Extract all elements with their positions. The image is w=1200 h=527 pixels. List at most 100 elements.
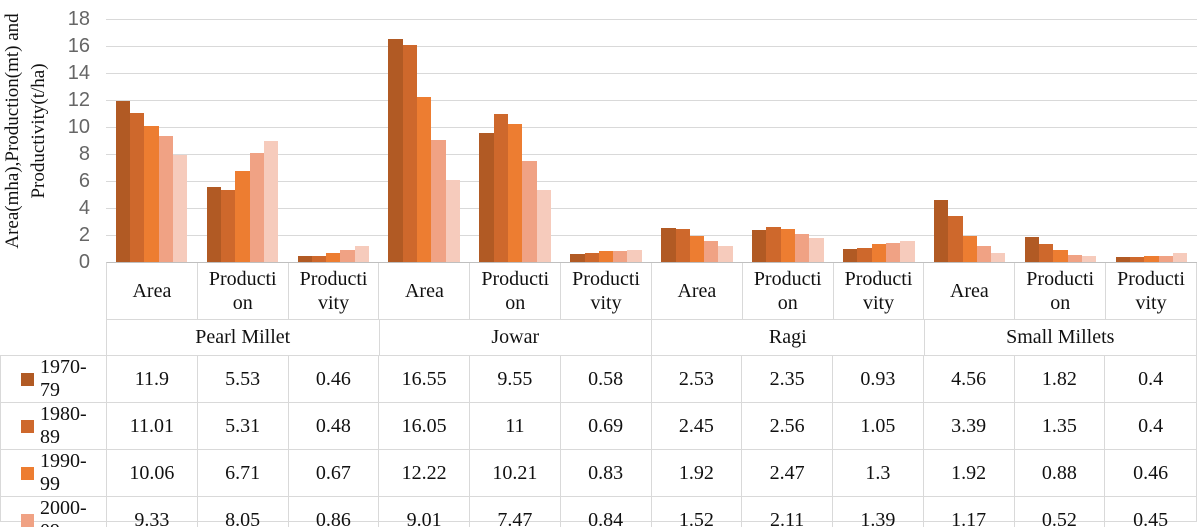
table-value-cell: 5.31	[197, 403, 289, 450]
bar[interactable]	[158, 136, 173, 262]
group-axis-label: Small Millets	[925, 320, 1197, 355]
bar[interactable]	[885, 243, 901, 262]
bar[interactable]	[402, 45, 418, 262]
category-axis-label: Producti on	[470, 263, 562, 320]
bar[interactable]	[1144, 255, 1159, 262]
bar[interactable]	[795, 233, 810, 262]
table-value-cell: 11.9	[107, 356, 198, 403]
category-axis-label-line: on	[1050, 292, 1071, 314]
table-value-cell: 12.22	[379, 450, 470, 497]
y-tick-label: 0	[78, 251, 90, 273]
table-value-cell: 0.93	[833, 356, 924, 403]
bar[interactable]	[948, 216, 963, 262]
bar[interactable]	[220, 190, 236, 262]
bar[interactable]	[445, 180, 460, 262]
bar[interactable]	[144, 126, 159, 262]
bar[interactable]	[962, 236, 977, 262]
bar[interactable]	[536, 190, 551, 262]
bar[interactable]	[130, 113, 145, 262]
bar[interactable]	[388, 38, 403, 262]
bar[interactable]	[1130, 256, 1145, 262]
bar[interactable]	[235, 171, 250, 262]
category-axis-label-line: Producti	[572, 268, 640, 290]
bar[interactable]	[1067, 254, 1083, 262]
bar[interactable]	[249, 153, 264, 262]
bar[interactable]	[1053, 250, 1068, 262]
bar[interactable]	[1039, 243, 1054, 262]
bar[interactable]	[900, 240, 915, 262]
bar[interactable]	[263, 140, 279, 262]
bar[interactable]	[1082, 256, 1097, 262]
table-value-cell: 7.47	[470, 497, 561, 527]
bar[interactable]	[752, 230, 767, 262]
bar[interactable]	[704, 241, 719, 262]
category-axis-label-line: on	[777, 292, 798, 314]
bar[interactable]	[417, 97, 432, 262]
bar[interactable]	[570, 254, 585, 262]
y-tick-label: 2	[78, 224, 90, 246]
y-tick-label: 10	[67, 116, 90, 138]
data-table: 1970-79 11.9 5.53 0.46 16.55 9.55 0.58 2.53 2.35…	[0, 355, 1197, 527]
bar[interactable]	[297, 255, 312, 262]
bar[interactable]	[661, 227, 676, 262]
table-value-cell: 5.53	[197, 356, 289, 403]
bar[interactable]	[689, 236, 705, 262]
bar[interactable]	[613, 250, 628, 262]
bar[interactable]	[206, 187, 221, 262]
y-tick-label: 14	[67, 62, 90, 84]
category-axis-label: Area	[107, 263, 198, 320]
bar[interactable]	[871, 244, 886, 262]
bar[interactable]	[780, 228, 796, 262]
bar[interactable]	[115, 101, 130, 262]
bar[interactable]	[493, 113, 508, 262]
legend-swatch	[21, 513, 34, 527]
bar[interactable]	[431, 140, 446, 262]
table-value-cell: 2.53	[651, 356, 743, 403]
bar[interactable]	[843, 249, 858, 262]
bar[interactable]	[1115, 256, 1131, 262]
y-tick-label: 6	[78, 170, 90, 192]
table-value-cell: 0.83	[560, 450, 652, 497]
bar[interactable]	[766, 227, 781, 262]
bar[interactable]	[172, 155, 188, 262]
bar[interactable]	[1024, 237, 1040, 262]
gridline	[106, 46, 1197, 47]
bar[interactable]	[976, 246, 992, 262]
bar[interactable]	[522, 161, 537, 262]
table-value-cell: 0.84	[561, 497, 652, 527]
table-value-cell: 0.4	[1105, 356, 1196, 403]
table-value-cell: 1.92	[651, 450, 743, 497]
bar[interactable]	[311, 255, 327, 262]
legend-label: 1970-79	[40, 356, 87, 401]
table-value-cell: 0.45	[1105, 497, 1196, 527]
bar[interactable]	[584, 252, 599, 262]
bar[interactable]	[857, 247, 872, 262]
bar[interactable]	[991, 252, 1006, 262]
y-tick-label: 12	[67, 89, 90, 111]
legend-label: 1990-99	[40, 450, 87, 495]
bar[interactable]	[479, 133, 494, 262]
table-value-cell: 1.17	[924, 497, 1015, 527]
bar[interactable]	[718, 246, 733, 262]
table-value-cell: 1.52	[652, 497, 743, 527]
table-value-cell: 6.71	[197, 450, 289, 497]
group-axis-row: Pearl Millet Jowar Ragi Small Millets	[106, 320, 1197, 355]
table-value-cell: 0.86	[289, 497, 380, 527]
category-axis-label: Producti vity	[561, 263, 652, 320]
bar[interactable]	[507, 124, 523, 262]
bar[interactable]	[675, 228, 690, 262]
category-axis-label-line: on	[505, 292, 526, 314]
y-tick-label: 4	[78, 197, 90, 219]
bar[interactable]	[340, 250, 355, 262]
bar[interactable]	[933, 200, 949, 262]
bar[interactable]	[809, 237, 824, 262]
bar[interactable]	[1158, 255, 1173, 262]
bar[interactable]	[627, 250, 642, 262]
bar[interactable]	[598, 250, 614, 262]
table-value-cell: 9.55	[470, 356, 561, 403]
legend-key-cell: 1970-79	[1, 356, 107, 403]
bar[interactable]	[326, 252, 341, 262]
bar[interactable]	[1172, 253, 1188, 262]
bar[interactable]	[354, 246, 370, 262]
category-axis-label: Area	[924, 263, 1016, 320]
